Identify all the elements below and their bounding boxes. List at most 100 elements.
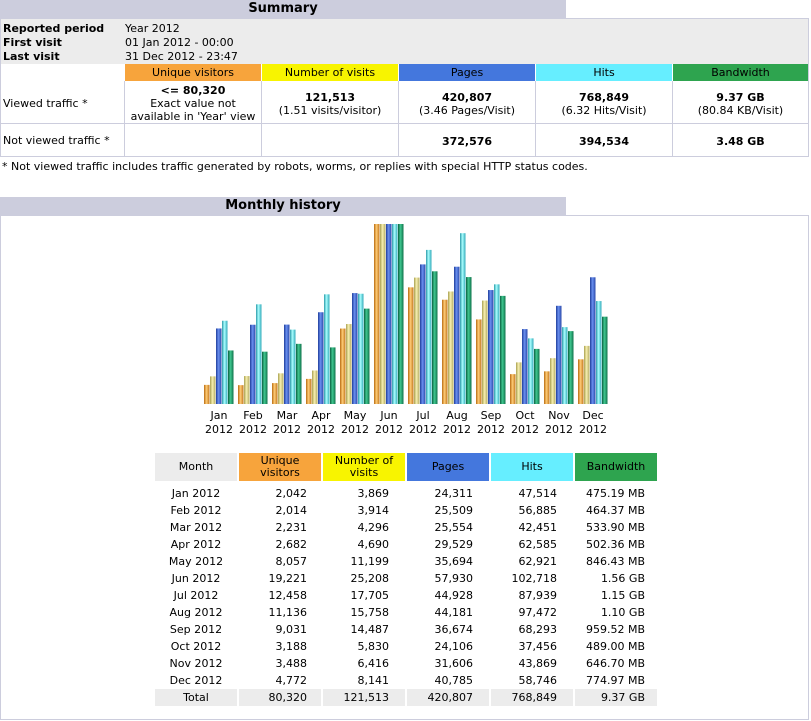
monthly-history-header: Monthly history bbox=[0, 197, 566, 215]
table-cell-pages: 25,554 bbox=[434, 521, 474, 534]
bar-bandwidth-mar bbox=[296, 343, 302, 404]
tick-label-month: Nov bbox=[548, 409, 570, 422]
table-cell-pages: 31,606 bbox=[434, 657, 474, 670]
viewed-unique-note-1: Exact value not bbox=[150, 97, 236, 110]
tick-label-year: 2012 bbox=[443, 423, 471, 436]
bar-unique-aug bbox=[442, 299, 448, 404]
reported-period-value: Year 2012 bbox=[125, 22, 180, 35]
table-cell-month: Jan 2012 bbox=[171, 487, 221, 500]
table-cell-hits: 56,885 bbox=[518, 504, 558, 517]
table-cell-bandwidth: 533.90 MB bbox=[585, 521, 645, 534]
tick-label-month: Dec bbox=[582, 409, 603, 422]
table-cell-unique: 8,057 bbox=[275, 555, 308, 568]
bar-pages-dec bbox=[590, 277, 596, 404]
viewed-hits: 768,849 (6.32 Hits/Visit) bbox=[536, 91, 672, 117]
bar-hits-feb bbox=[256, 304, 262, 404]
footnote: * Not viewed traffic includes traffic ge… bbox=[2, 160, 588, 173]
col-header-unique-visitors: Unique visitors bbox=[125, 64, 261, 81]
bar-bandwidth-jan bbox=[228, 350, 234, 404]
bar-bandwidth-oct bbox=[534, 348, 540, 404]
total-row-bg bbox=[323, 689, 405, 706]
table-cell-bandwidth: 1.56 GB bbox=[600, 572, 645, 585]
total-row-bg bbox=[407, 689, 489, 706]
bar-hits-jun bbox=[392, 224, 398, 404]
table-cell-hits: 102,718 bbox=[511, 572, 558, 585]
table-cell-hits: 68,293 bbox=[518, 623, 558, 636]
not-viewed-hits: 394,534 bbox=[536, 135, 672, 148]
tick-label-month: Feb bbox=[243, 409, 262, 422]
col-header-pages: Pages bbox=[399, 64, 535, 81]
col-header-bandwidth: Bandwidth bbox=[673, 64, 808, 81]
table-cell-pages: 25,509 bbox=[434, 504, 474, 517]
tick-label-year: 2012 bbox=[545, 423, 573, 436]
viewed-visits: 121,513 (1.51 visits/visitor) bbox=[262, 91, 398, 117]
table-cell-pages: 24,106 bbox=[434, 640, 474, 653]
bar-unique-mar bbox=[272, 383, 278, 404]
table-cell-hits: 42,451 bbox=[518, 521, 558, 534]
col-header-number-of-visits: Number of visits bbox=[262, 64, 398, 81]
table-cell-pages: 44,181 bbox=[434, 606, 474, 619]
bar-bandwidth-jun bbox=[398, 224, 404, 404]
bar-hits-apr bbox=[324, 294, 330, 404]
total-bandwidth: 9.37 GB bbox=[600, 691, 645, 704]
viewed-visits-sub: (1.51 visits/visitor) bbox=[278, 104, 382, 117]
viewed-visits-value: 121,513 bbox=[304, 91, 356, 104]
monthly-history-panel: Jan 2012 Feb 2012 Mar 2012 Apr 2012 May 2012 Jun 20… bbox=[0, 215, 809, 720]
viewed-unique-visitors: <= 80,320 Exact value not available in '… bbox=[125, 84, 261, 123]
viewed-bandwidth-value: 9.37 GB bbox=[716, 91, 765, 104]
bar-pages-sep bbox=[488, 290, 494, 404]
bar-unique-feb bbox=[238, 385, 244, 404]
tick-label-year: 2012 bbox=[511, 423, 539, 436]
bar-bandwidth-nov bbox=[568, 331, 574, 404]
table-cell-visits: 11,199 bbox=[350, 555, 390, 568]
bar-pages-apr bbox=[318, 312, 324, 404]
table-header-number-of-visits: Number of visits bbox=[323, 453, 405, 481]
table-cell-unique: 2,042 bbox=[275, 487, 308, 500]
bar-visits-sep bbox=[482, 300, 488, 404]
viewed-hits-sub: (6.32 Hits/Visit) bbox=[561, 104, 647, 117]
bar-pages-jun bbox=[386, 224, 392, 404]
table-cell-pages: 57,930 bbox=[434, 572, 474, 585]
table-cell-unique: 3,488 bbox=[275, 657, 308, 670]
bar-bandwidth-dec bbox=[602, 316, 608, 404]
table-cell-visits: 6,416 bbox=[357, 657, 390, 670]
tick-label-month: Mar bbox=[277, 409, 298, 422]
summary-period-info bbox=[1, 19, 808, 64]
bar-bandwidth-feb bbox=[262, 351, 268, 404]
bar-bandwidth-aug bbox=[466, 277, 472, 404]
bar-hits-sep bbox=[494, 284, 500, 404]
tick-label-month: Jun bbox=[379, 409, 397, 422]
bar-unique-jun bbox=[374, 224, 380, 404]
table-cell-month: May 2012 bbox=[168, 555, 224, 568]
table-cell-bandwidth: 502.36 MB bbox=[585, 538, 645, 551]
bar-pages-jul bbox=[420, 264, 426, 404]
not-viewed-pages: 372,576 bbox=[399, 135, 535, 148]
table-header-hits: Hits bbox=[491, 453, 573, 481]
bar-pages-nov bbox=[556, 305, 562, 404]
bar-visits-jul bbox=[414, 277, 420, 404]
bar-visits-nov bbox=[550, 358, 556, 404]
bar-unique-dec bbox=[578, 359, 584, 404]
bar-visits-mar bbox=[278, 373, 284, 404]
table-cell-month: Feb 2012 bbox=[170, 504, 222, 517]
viewed-bandwidth-sub: (80.84 KB/Visit) bbox=[697, 104, 784, 117]
table-header-unique-visitors: Unique visitors bbox=[239, 453, 321, 481]
viewed-unique-value: <= 80,320 bbox=[160, 84, 226, 97]
tick-label-month: Oct bbox=[515, 409, 535, 422]
bar-unique-apr bbox=[306, 378, 312, 404]
table-cell-unique: 2,682 bbox=[275, 538, 308, 551]
table-cell-month: Jul 2012 bbox=[173, 589, 219, 602]
table-cell-month: Mar 2012 bbox=[169, 521, 223, 534]
table-cell-bandwidth: 646.70 MB bbox=[585, 657, 645, 670]
table-cell-month: Sep 2012 bbox=[169, 623, 223, 636]
not-viewed-pages-value: 372,576 bbox=[441, 135, 493, 148]
table-cell-visits: 4,690 bbox=[357, 538, 390, 551]
table-cell-unique: 12,458 bbox=[268, 589, 308, 602]
tick-label-year: 2012 bbox=[579, 423, 607, 436]
table-cell-visits: 4,296 bbox=[357, 521, 390, 534]
table-cell-month: Dec 2012 bbox=[169, 674, 223, 687]
table-cell-pages: 24,311 bbox=[434, 487, 474, 500]
table-cell-unique: 9,031 bbox=[275, 623, 308, 636]
bar-pages-feb bbox=[250, 324, 256, 404]
bar-visits-jun bbox=[380, 224, 386, 404]
